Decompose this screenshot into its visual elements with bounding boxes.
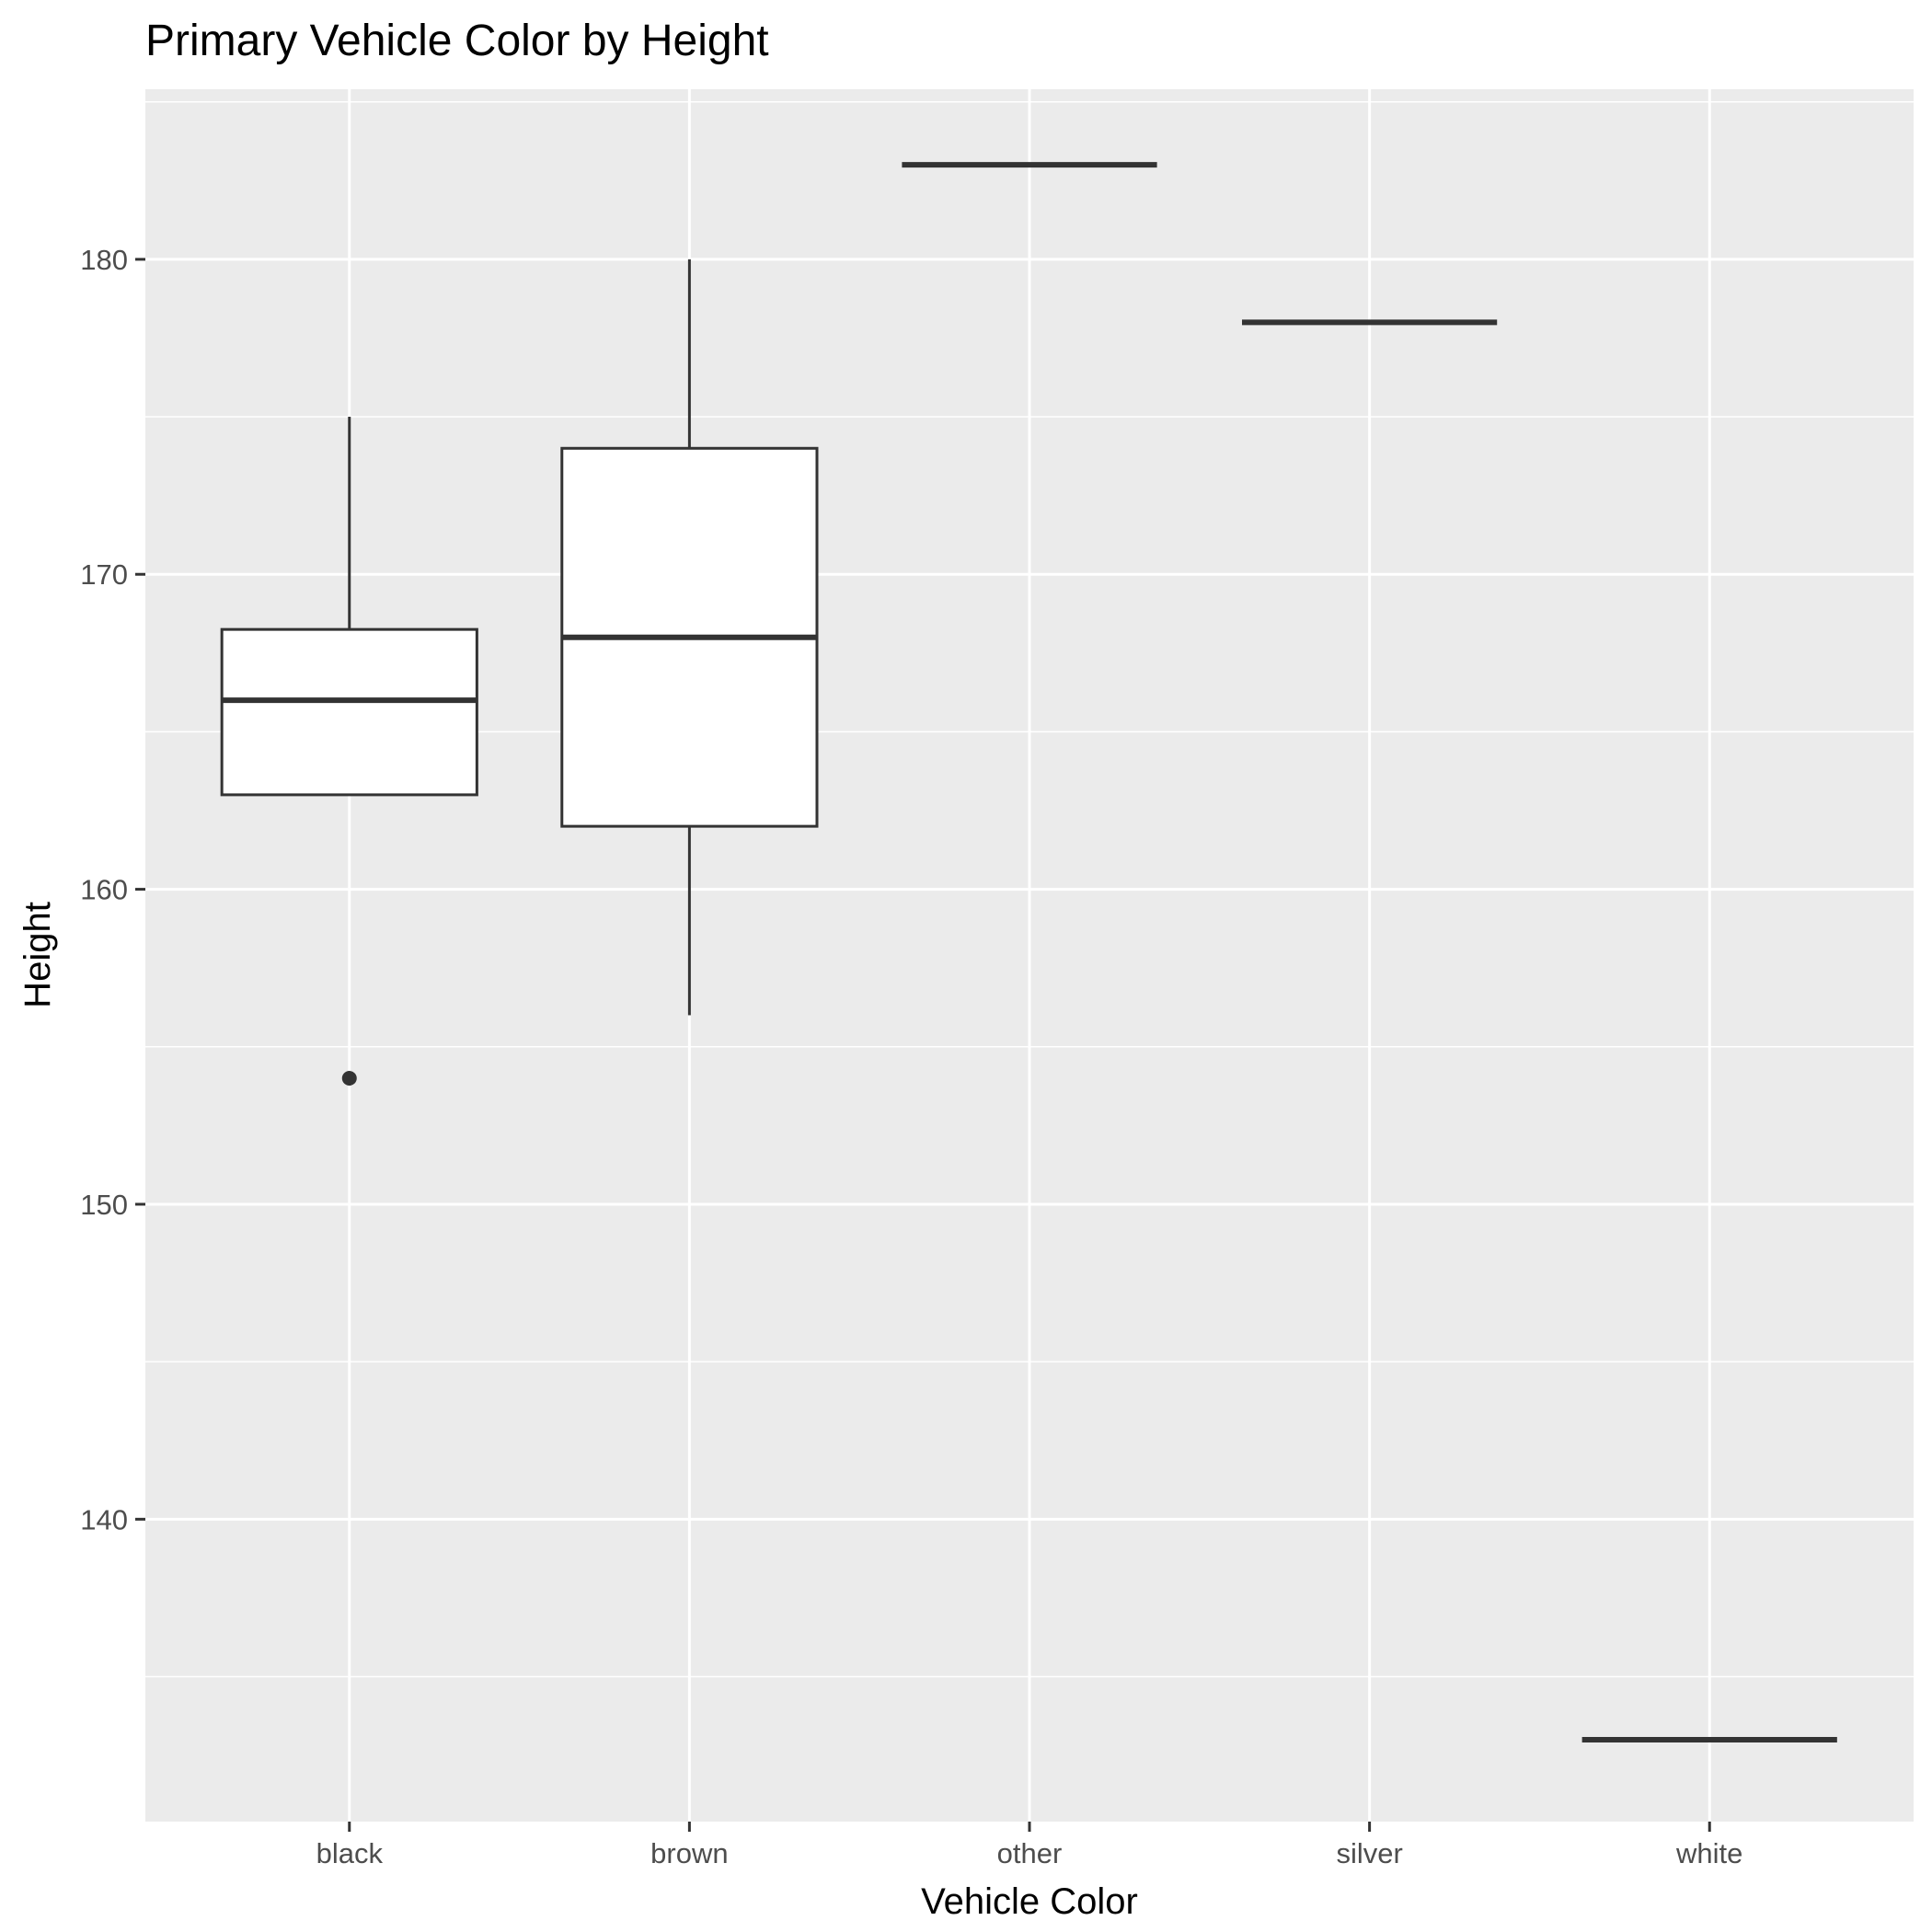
- x-tick-label-black: black: [316, 1837, 384, 1869]
- outlier-point: [341, 1071, 357, 1087]
- y-tick-label: 160: [80, 874, 128, 906]
- axes: 140 150 160 170 180 black brown other silver whit…: [80, 244, 1742, 1869]
- y-tick-label: 180: [80, 244, 128, 276]
- x-tick-label-white: white: [1675, 1837, 1742, 1869]
- y-tick-label: 170: [80, 558, 128, 591]
- box-iqr: [220, 627, 478, 797]
- y-tick-label: 140: [80, 1503, 128, 1535]
- x-tick-label-silver: silver: [1336, 1837, 1402, 1869]
- x-tick-label-other: other: [997, 1837, 1063, 1869]
- box-black: [220, 417, 478, 1087]
- boxplots: [220, 162, 1837, 1742]
- chart-title: Primary Vehicle Color by Height: [145, 17, 769, 65]
- grid-lines: [145, 89, 1914, 1822]
- y-axis-title: Height: [17, 902, 58, 1008]
- box-brown: [560, 259, 819, 1016]
- x-axis-title: Vehicle Color: [921, 1881, 1138, 1922]
- y-tick-label: 150: [80, 1189, 128, 1221]
- x-tick-label-brown: brown: [650, 1837, 728, 1869]
